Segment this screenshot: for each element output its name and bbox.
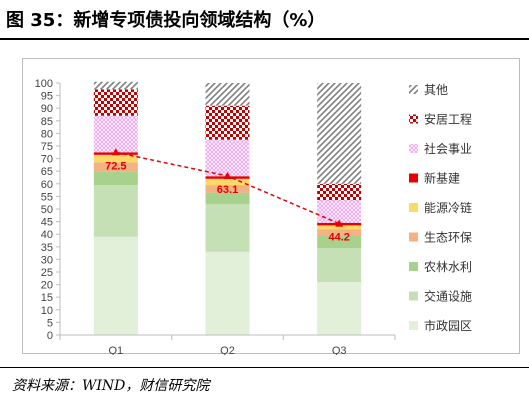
bar-segment [205, 203, 250, 252]
bar-segment [317, 83, 362, 184]
chart-title: 图 35：新增专项债投向领域结构（%） [6, 10, 326, 31]
trend-line-label: 63.1 [217, 184, 238, 196]
bar-segment [93, 89, 138, 116]
trend-line-marker [335, 219, 344, 227]
y-tick-label: 45 [41, 217, 53, 229]
source-note: 资料来源：WIND，财信研究院 [12, 378, 210, 394]
legend-swatch [409, 203, 418, 212]
legend-label: 农林水利 [424, 260, 472, 274]
bar-segment [205, 139, 250, 177]
bar-segment [317, 229, 362, 236]
x-tick-label: Q2 [220, 345, 235, 355]
y-tick-label: 10 [41, 305, 53, 317]
y-tick-label: 5 [47, 317, 53, 329]
legend-label: 市政园区 [424, 318, 472, 333]
y-tick-label: 75 [41, 141, 53, 153]
y-tick-label: 95 [41, 91, 53, 103]
bar-segment [317, 225, 362, 230]
bar-segment [317, 282, 362, 335]
bar-segment [93, 81, 138, 90]
legend-label: 交通设施 [424, 289, 472, 304]
y-tick-label: 100 [35, 78, 53, 90]
legend-swatch [409, 321, 418, 330]
bar-segment [93, 162, 138, 172]
legend-swatch [409, 114, 418, 124]
trend-line-label: 72.5 [105, 160, 126, 172]
y-tick-label: 20 [41, 280, 53, 292]
legend-swatch [409, 173, 418, 183]
y-tick-label: 30 [41, 254, 53, 266]
legend-label: 社会事业 [424, 141, 472, 156]
y-tick-label: 35 [41, 242, 53, 254]
y-tick-label: 65 [41, 166, 53, 178]
stacked-bar-chart: 0510152025303540455055606570758085909510… [35, 78, 472, 355]
bars [93, 81, 362, 335]
legend-label: 安居工程 [424, 112, 472, 127]
title-bar: 图 35：新增专项债投向领域结构（%） [0, 0, 529, 40]
chart-frame: 0 5 10 15 20 25 30 35 40 45 50 55 60 65 70 75 80 85 90 95 10… [22, 58, 520, 355]
bar-segment [205, 83, 250, 106]
legend-swatch [409, 144, 418, 153]
y-tick-label: 85 [41, 116, 53, 128]
y-tick-label: 80 [41, 128, 53, 140]
y-tick-label: 0 [47, 330, 53, 342]
y-tick-label: 40 [41, 229, 53, 241]
legend-swatch [409, 291, 418, 301]
bottom-rule [0, 367, 529, 368]
y-tick-label: 15 [41, 292, 53, 304]
y-tick-label: 55 [41, 191, 53, 203]
trend-line-marker [223, 171, 232, 179]
bar-segment [93, 236, 138, 335]
y-tick-label: 25 [41, 267, 53, 279]
legend-swatch [409, 85, 418, 94]
y-axis: 0510152025303540455055606570758085909510… [35, 78, 61, 342]
x-tick-label: Q1 [108, 345, 123, 355]
y-tick-label: 70 [41, 154, 53, 166]
bar-segment [317, 200, 362, 223]
bar-segment [93, 171, 138, 186]
legend-label: 新基建 [424, 171, 460, 186]
bar-segment [93, 185, 138, 237]
legend-swatch [409, 232, 418, 242]
y-tick-label: 90 [41, 103, 53, 115]
trend-line-marker [111, 148, 120, 156]
x-tick-label: Q3 [332, 345, 347, 355]
x-axis: Q1 Q2 Q3 [59, 334, 396, 355]
y-tick-label: 60 [41, 179, 53, 191]
bar-segment [205, 105, 250, 140]
legend-label: 生态环保 [424, 231, 472, 245]
trend-line-label: 44.2 [328, 232, 349, 244]
bar-segment [205, 251, 250, 335]
bar-segment [317, 248, 362, 283]
bar-segment [93, 154, 138, 163]
bar-segment [205, 178, 250, 186]
y-tick-label: 50 [41, 204, 53, 216]
bar-segment [317, 235, 362, 249]
legend-label: 能源冷链 [424, 200, 472, 215]
bar-segment [205, 185, 250, 193]
bar-segment [317, 183, 362, 201]
bar-segment [93, 115, 138, 153]
legend-swatch [409, 262, 418, 271]
trend-line: 72.5 63.1 44.2 [105, 148, 350, 244]
bar-segment [205, 192, 250, 204]
legend-label: 其他 [424, 83, 448, 97]
